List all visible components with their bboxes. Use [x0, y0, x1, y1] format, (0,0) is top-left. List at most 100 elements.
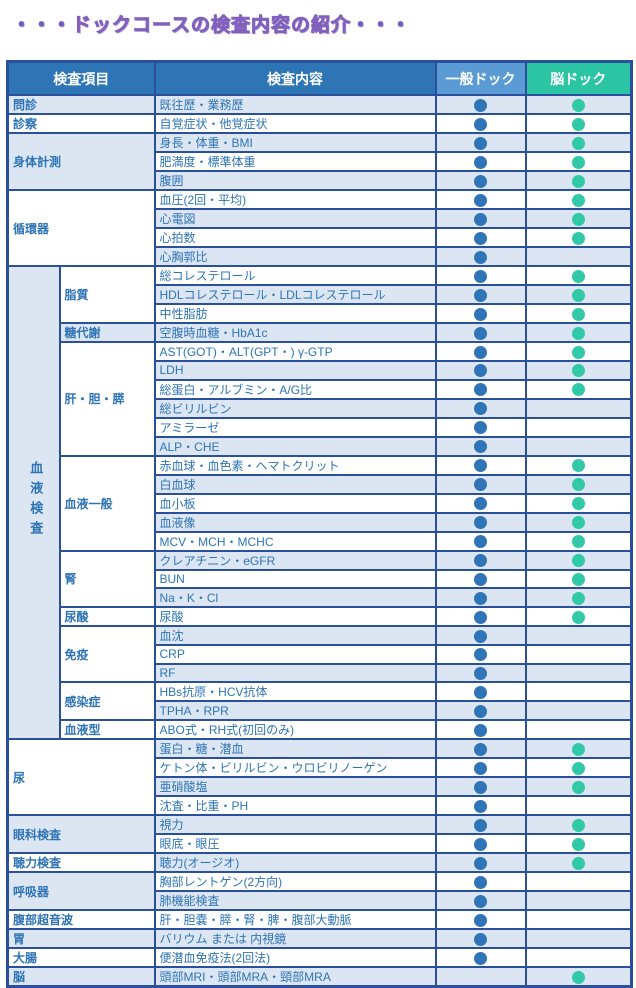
exam-content-cell: RF [153, 662, 437, 683]
general-dock-dot [474, 516, 487, 530]
category-cell: 身体計測 [6, 132, 156, 191]
brain-dock-dot [571, 174, 585, 188]
category-cell: 眼科検査 [6, 814, 156, 854]
header-exam-content: 検査内容 [153, 60, 437, 96]
brain-dock-dot [571, 383, 585, 397]
table-row: 総ビリルビン [8, 397, 633, 419]
exam-content-cell: MCV・MCH・MCHC [153, 530, 437, 552]
table-row: 血液型 ABO式・RH式(初回のみ) [8, 719, 633, 740]
table-row: 血液検査 脂質 総コレステロール [6, 265, 633, 740]
brain-dock-cell [524, 151, 633, 172]
general-dock-cell [434, 416, 527, 438]
general-dock-dot [474, 780, 487, 794]
exam-content-cell: 蛋白・糖・潜血 [153, 738, 437, 759]
brain-dock-cell [524, 625, 633, 646]
exam-content-cell: BUN [153, 568, 437, 589]
table-row: 肝・胆・膵 AST(GOT)・ALT(GPT・) γ-GTP [8, 341, 633, 457]
category-cell: 聴力検査 [6, 852, 156, 873]
brain-dock-cell [524, 208, 633, 229]
exam-content-cell: 肥満度・標準体重 [153, 151, 437, 172]
exam-content-cell: Na・K・Cl [153, 587, 437, 608]
brain-dock-cell [524, 871, 633, 892]
exam-content-cell: 聴力(オージオ) [153, 852, 437, 873]
exam-content-cell: 頭部MRI・頭部MRA・頸部MRA [153, 966, 437, 988]
brain-dock-dot [571, 610, 585, 624]
general-dock-cell [434, 511, 527, 533]
general-dock-dot [474, 174, 487, 188]
exam-content-cell: 空腹時血糖・HbA1c [153, 322, 437, 343]
general-dock-cell [434, 473, 527, 495]
brain-dock-dot [571, 231, 585, 245]
exam-content-cell: 便潜血免疫法(2回法) [153, 947, 437, 968]
table-row: ALP・CHE [8, 435, 633, 457]
brain-dock-cell [524, 928, 633, 949]
table-header-row: 検査項目 検査内容 一般ドック 脳ドック [6, 60, 633, 96]
exam-content-cell: 肝・胆嚢・膵・腎・脾・腹部大動脈 [153, 909, 437, 930]
brain-dock-cell [524, 473, 633, 495]
exam-content-cell: 身長・体重・BMI [153, 132, 437, 153]
brain-dock-dot [571, 98, 585, 112]
general-dock-cell [434, 662, 527, 683]
table-row: MCV・MCH・MCHC [8, 530, 633, 552]
brain-dock-dot [571, 761, 585, 775]
general-dock-dot [474, 155, 487, 169]
exam-content-cell: 視力 [153, 814, 437, 835]
brain-dock-cell [524, 644, 633, 665]
general-dock-cell [434, 303, 527, 324]
exam-content-cell: 血液像 [153, 511, 437, 533]
brain-dock-cell [524, 113, 633, 134]
general-dock-dot [474, 364, 487, 378]
exam-content-cell: 心胸郭比 [153, 246, 437, 267]
brain-dock-cell [524, 378, 633, 400]
header-brain-dock: 脳ドック [524, 60, 633, 96]
exam-content-cell: CRP [153, 644, 437, 665]
general-dock-dot [474, 250, 487, 264]
category-cell: 大腸 [6, 947, 156, 968]
general-dock-dot [474, 648, 487, 662]
brain-dock-cell [524, 606, 633, 627]
brain-dock-cell [524, 246, 633, 267]
dock-course-table: 検査項目 検査内容 一般ドック 脳ドック 問診 既往歴・業務歴 診察 自覚症状・他覚症… [6, 60, 633, 988]
general-dock-cell [434, 530, 527, 552]
general-dock-cell [434, 151, 527, 172]
category-cell: 脳 [6, 966, 156, 988]
table-row: 呼吸器 胸部レントゲン(2方向) [6, 871, 633, 911]
brain-dock-cell [524, 511, 633, 533]
general-dock-dot [474, 345, 487, 359]
page-title: ・・・ドックコースの検査内容の紹介・・・ [12, 15, 412, 37]
table-row: TPHA・RPR [8, 700, 633, 721]
general-dock-dot [474, 894, 487, 908]
general-dock-cell [434, 833, 527, 854]
general-dock-cell [434, 170, 527, 191]
brain-dock-cell [524, 587, 633, 608]
general-dock-dot [474, 837, 487, 851]
brain-dock-cell [524, 416, 633, 438]
brain-dock-dot [571, 818, 585, 832]
general-dock-dot [474, 383, 487, 397]
category-cell: 腹部超音波 [6, 909, 156, 930]
brain-dock-dot [571, 193, 585, 207]
general-dock-dot [474, 478, 487, 492]
sub-category-cell: 免疫 [58, 625, 156, 683]
category-cell: 尿 [6, 738, 156, 816]
general-dock-dot [474, 572, 487, 586]
general-dock-cell [434, 795, 527, 816]
table-row: 診察 自覚症状・他覚症状 [6, 113, 633, 134]
general-dock-cell [434, 454, 527, 476]
exam-content-cell: バリウム または 内視鏡 [153, 928, 437, 949]
brain-dock-cell [524, 397, 633, 419]
table-row: 中性脂肪 [8, 303, 633, 324]
general-dock-cell [434, 871, 527, 892]
general-dock-dot [474, 288, 487, 302]
table-row: ケトン体・ビリルビン・ウロビリノーゲン [8, 757, 633, 778]
exam-content-cell: LDH [153, 360, 437, 381]
table-row: Na・K・Cl [8, 587, 633, 608]
exam-content-cell: AST(GOT)・ALT(GPT・) γ-GTP [153, 341, 437, 362]
table-row: 血液一般 赤血球・血色素・ヘマトクリット [8, 454, 633, 552]
brain-dock-dot [571, 136, 585, 150]
general-dock-cell [434, 492, 527, 514]
exam-content-cell: 総ビリルビン [153, 397, 437, 419]
table-row: 胃バリウム または 内視鏡 [6, 928, 633, 949]
brain-dock-dot [571, 478, 585, 492]
table-row: 腎クレアチニン・eGFR [8, 549, 633, 608]
